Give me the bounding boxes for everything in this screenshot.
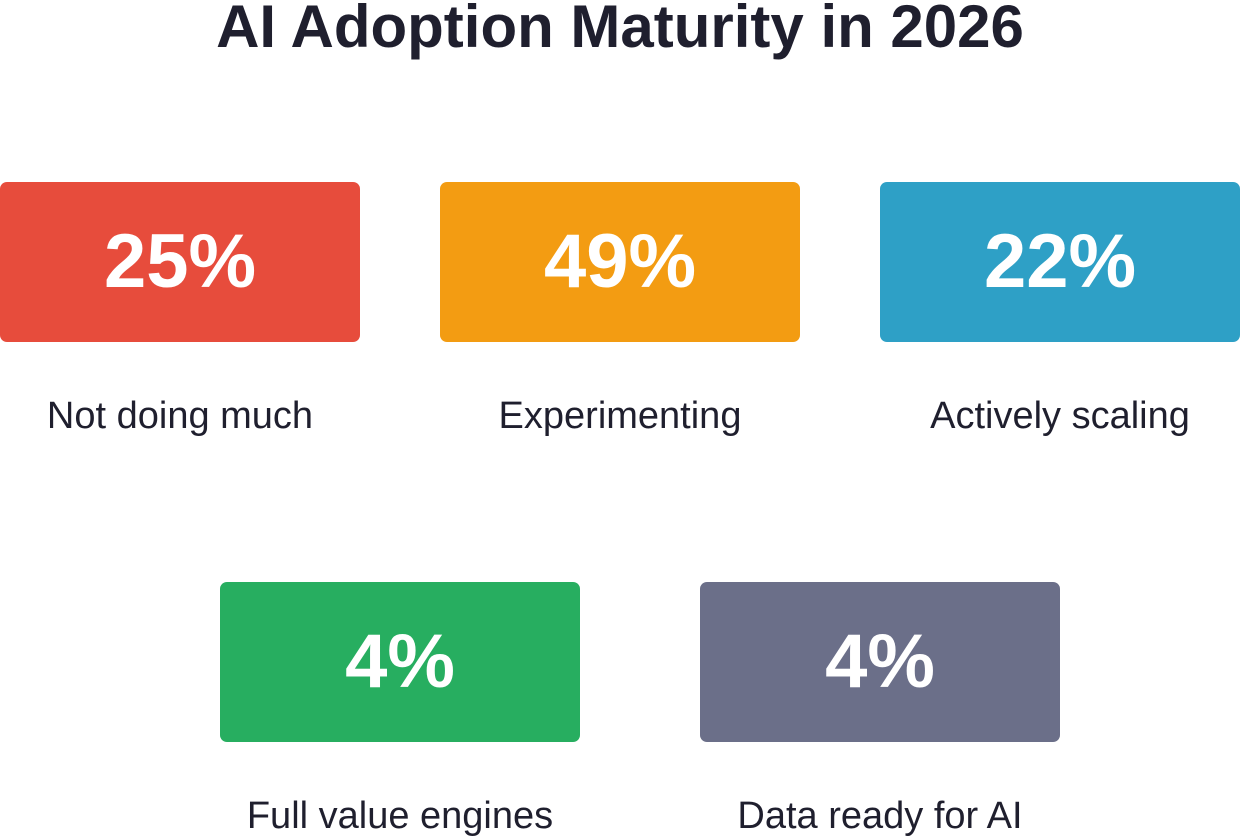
stat-label: Experimenting [498,395,742,437]
stat-card-full-value-engines: 4% [220,582,580,742]
stat-value: 4% [825,619,935,704]
stat-card-actively-scaling: 22% [880,182,1240,342]
stat-label: Full value engines [246,795,554,837]
stat-label: Not doing much [46,395,314,437]
chart-title: AI Adoption Maturity in 2026 [216,0,1024,60]
stat-card-not-doing-much: 25% [0,182,360,342]
stat-label: Actively scaling [930,395,1190,437]
stat-label: Data ready for AI [737,795,1023,837]
stat-value: 22% [983,219,1137,304]
stat-card-data-ready-for-ai: 4% [700,582,1060,742]
stat-value: 25% [103,219,257,304]
stat-card-experimenting: 49% [440,182,800,342]
stat-value: 49% [543,219,697,304]
stat-value: 4% [345,619,455,704]
